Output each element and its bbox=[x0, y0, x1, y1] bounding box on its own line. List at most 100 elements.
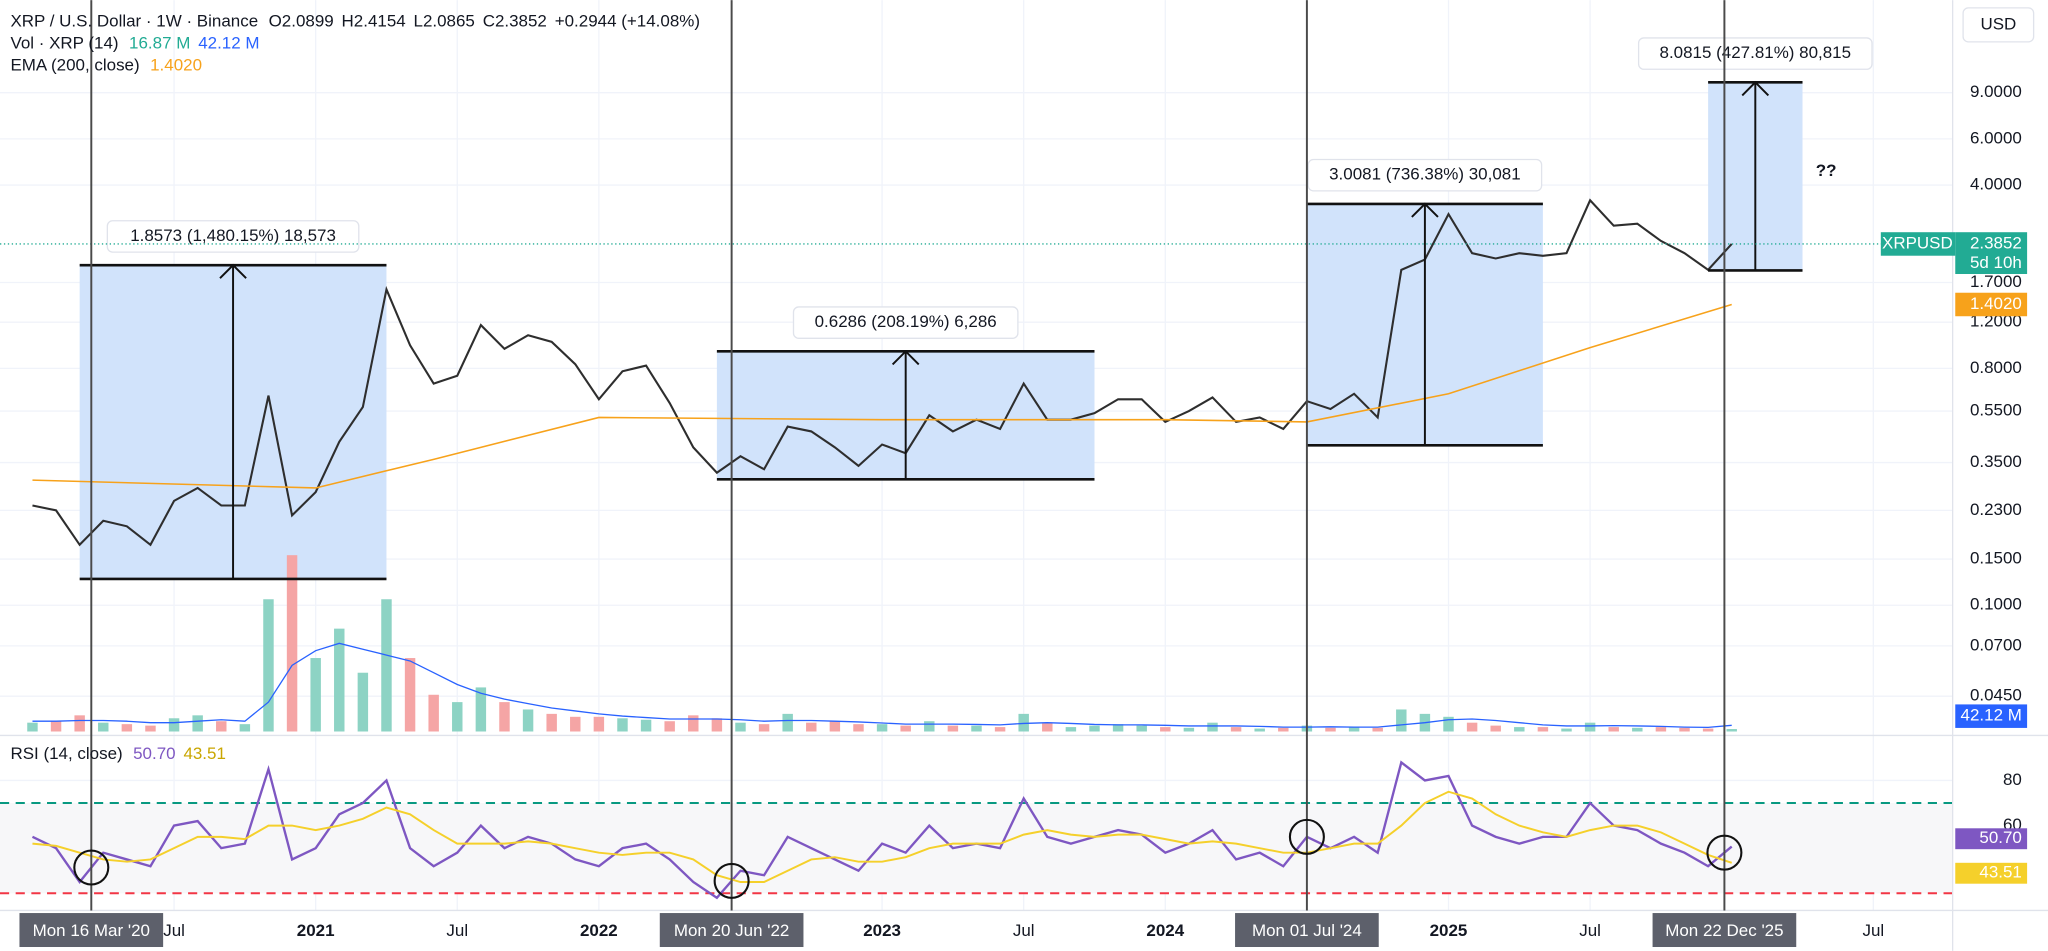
volume-bar bbox=[98, 722, 109, 732]
measure-label-box bbox=[1637, 37, 1873, 70]
volume-bar bbox=[782, 713, 793, 732]
measure-label-box bbox=[1307, 158, 1543, 192]
volume-bar bbox=[711, 718, 723, 732]
volume-bar bbox=[1230, 727, 1242, 732]
price-tag bbox=[1955, 232, 2028, 275]
volume-bar bbox=[1278, 727, 1289, 732]
annotation: ?? bbox=[1816, 161, 1837, 180]
volume-bar bbox=[1372, 727, 1383, 732]
rsi-line bbox=[31, 760, 1733, 900]
x-tick-label: Jul bbox=[163, 921, 185, 940]
rsi-ma-line bbox=[32, 790, 1733, 883]
x-tick-label: Jul bbox=[1862, 921, 1884, 940]
y-tick-label: 6.0000 bbox=[1970, 128, 2022, 147]
measure-label: 1.8573 (1,480.15%) 18,573 bbox=[130, 226, 336, 245]
rsi-band-fill bbox=[0, 803, 1953, 894]
price-tag-label: 2.3852 bbox=[1970, 233, 2022, 252]
volume-bar bbox=[900, 725, 911, 732]
volume-bar bbox=[640, 719, 652, 732]
price-name: XRPUSD bbox=[1882, 233, 1953, 252]
legend-title: XRP / U.S. Dollar · 1W · Binance O2.0899 H… bbox=[10, 12, 700, 31]
marker-circle bbox=[1706, 834, 1743, 871]
volume-bar bbox=[357, 672, 369, 732]
legend-volume: Vol · XRP (14) 16.87 M 42.12 M bbox=[10, 34, 259, 53]
y-tick-label: 9.0000 bbox=[1970, 82, 2022, 101]
volume-bar bbox=[50, 721, 62, 732]
volume-bar bbox=[1089, 725, 1100, 732]
marker-circle bbox=[713, 862, 750, 899]
legend-ema: EMA (200, close) 1.4020 bbox=[10, 56, 202, 75]
y-tick-label: 0.0700 bbox=[1970, 635, 2022, 654]
volume-bar bbox=[1490, 725, 1501, 732]
x-tick-label: Jul bbox=[1579, 921, 1601, 940]
volume-bar bbox=[1207, 722, 1218, 732]
volume-bar bbox=[1655, 727, 1667, 732]
measure-arrowhead bbox=[219, 263, 247, 279]
rsi-tick-label: 80 bbox=[2003, 770, 2022, 789]
price-name-tag bbox=[1880, 232, 1956, 256]
volume-bar bbox=[617, 718, 628, 732]
volume-bar bbox=[27, 722, 38, 732]
ema-tag bbox=[1955, 292, 2028, 317]
rsi-tag-label: 43.51 bbox=[1979, 863, 2021, 882]
volume-bar bbox=[924, 721, 935, 732]
x-tick-label: 2024 bbox=[1146, 921, 1184, 940]
volume-bar bbox=[876, 724, 888, 732]
volume-bar bbox=[192, 715, 203, 732]
y-tick-label: 0.3500 bbox=[1970, 452, 2022, 471]
legend-rsi: RSI (14, close) 50.70 43.51 bbox=[10, 744, 225, 763]
rsi-tag bbox=[1955, 862, 2028, 884]
volume-bar bbox=[994, 727, 1006, 732]
volume-bar bbox=[947, 725, 959, 732]
volume-bar bbox=[1561, 728, 1572, 732]
volume-bar bbox=[475, 687, 487, 732]
volume-bar bbox=[570, 716, 581, 732]
volume-bar bbox=[239, 724, 251, 732]
volume-bar bbox=[145, 725, 156, 732]
y-tick-label: 1.2000 bbox=[1970, 312, 2022, 331]
measure-label-box bbox=[106, 220, 360, 253]
volume-bar bbox=[452, 702, 463, 732]
marker-label: Mon 16 Mar '20 bbox=[33, 921, 150, 940]
legend: XRP / U.S. Dollar · 1W · Binance O2.0899 H… bbox=[10, 12, 700, 764]
volume-bar bbox=[1702, 728, 1714, 732]
ema-line bbox=[32, 303, 1732, 489]
countdown-label: 5d 10h bbox=[1970, 253, 2022, 272]
x-tick-label: Jul bbox=[1013, 921, 1035, 940]
x-tick-label: 2021 bbox=[297, 921, 335, 940]
volume-tag-label: 42.12 M bbox=[1961, 706, 2022, 725]
volume-bar bbox=[829, 721, 841, 732]
volume-bar bbox=[593, 716, 605, 732]
volume-bar bbox=[1183, 727, 1195, 732]
volume-bar bbox=[334, 628, 345, 732]
currency-button[interactable]: USD bbox=[1962, 7, 2035, 43]
volume-bar bbox=[1254, 728, 1265, 732]
measure-label: 8.0815 (427.81%) 80,815 bbox=[1660, 43, 1852, 62]
marker-label: Mon 01 Jul '24 bbox=[1252, 921, 1362, 940]
volume-bar bbox=[1160, 727, 1171, 732]
y-tick-label: 1.7000 bbox=[1970, 272, 2022, 291]
currency-label[interactable]: USD bbox=[1980, 14, 2016, 33]
volume-bar bbox=[310, 658, 321, 732]
volume-bar bbox=[971, 725, 982, 732]
marker-circle bbox=[1288, 818, 1325, 855]
measure-arrowhead bbox=[891, 349, 920, 366]
volume-bar bbox=[1065, 727, 1077, 732]
volume-bar bbox=[1136, 725, 1147, 732]
volume-bar bbox=[1608, 727, 1619, 732]
volume-bar bbox=[1348, 727, 1360, 732]
volume-bar bbox=[74, 715, 85, 732]
volume-bar bbox=[499, 702, 510, 732]
volume-bar bbox=[381, 599, 392, 732]
volume-bar bbox=[404, 658, 416, 732]
y-tick-label: 0.2300 bbox=[1970, 500, 2022, 519]
measure-label: 0.6286 (208.19%) 6,286 bbox=[815, 312, 997, 331]
ema-tag-label: 1.4020 bbox=[1970, 294, 2022, 313]
y-tick-label: 0.0450 bbox=[1970, 686, 2022, 705]
y-tick-label: 4.0000 bbox=[1970, 175, 2022, 194]
volume-ma-line bbox=[32, 642, 1732, 729]
volume-bar bbox=[216, 721, 227, 732]
y-tick-label: 0.8000 bbox=[1970, 358, 2022, 377]
volume-bar bbox=[664, 721, 675, 732]
